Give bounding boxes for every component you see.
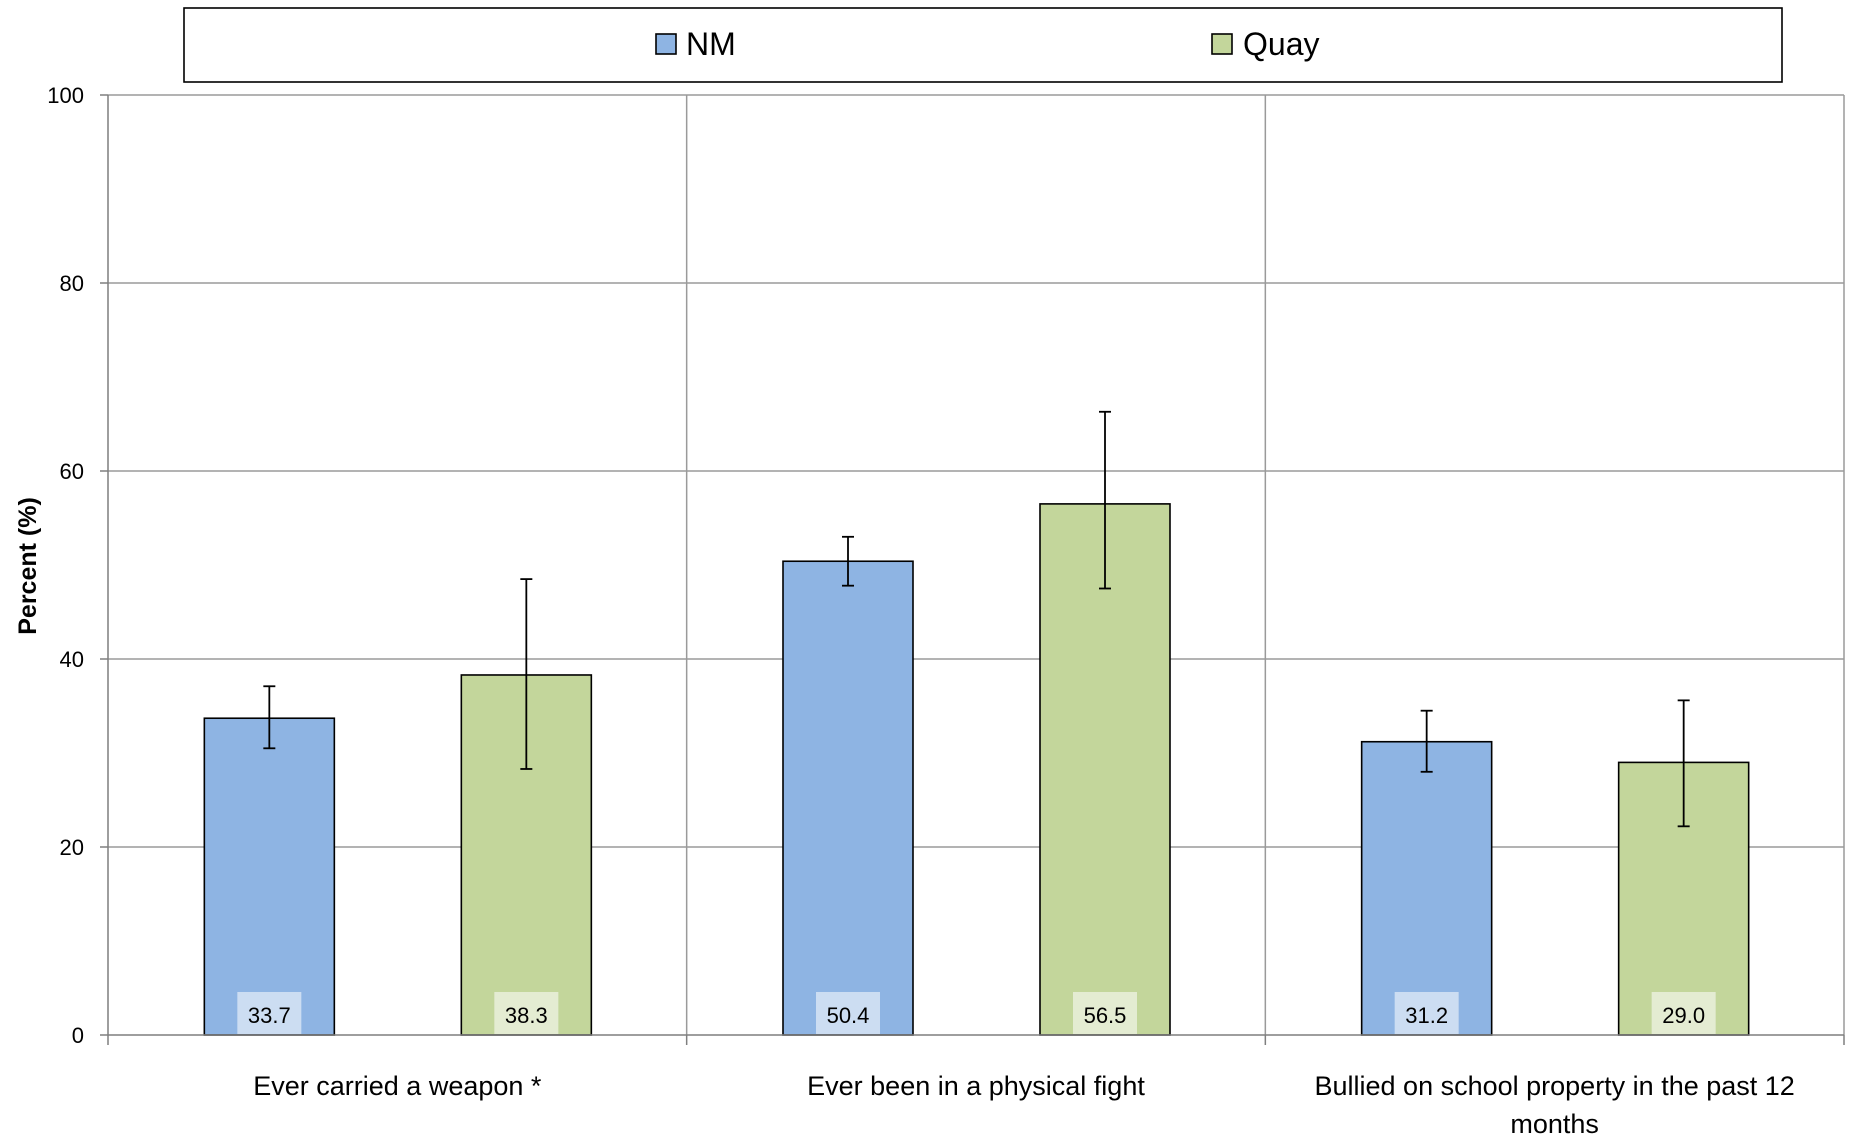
y-tick-label: 40 <box>60 647 84 672</box>
data-label: 29.0 <box>1662 1003 1705 1028</box>
y-tick-label: 60 <box>60 459 84 484</box>
y-tick-label: 80 <box>60 271 84 296</box>
data-label-bg <box>237 992 302 1034</box>
legend-label-quay: Quay <box>1243 26 1319 62</box>
legend: NM Quay <box>183 7 1783 83</box>
bar-nm <box>782 560 914 1036</box>
data-label: 31.2 <box>1405 1003 1448 1028</box>
legend-swatch-quay <box>1211 33 1233 55</box>
data-label: 33.7 <box>248 1003 291 1028</box>
y-tick-label: 100 <box>47 83 84 108</box>
gridlines <box>108 94 1845 1035</box>
data-label-bg <box>1073 992 1137 1034</box>
bar-quay <box>1039 503 1171 1036</box>
x-category-label: months <box>1510 1109 1599 1139</box>
data-label-bg <box>1651 992 1716 1034</box>
data-label-bg <box>1394 992 1459 1034</box>
x-category-label: Bullied on school property in the past 1… <box>1315 1071 1795 1101</box>
y-axis-title: Percent (%) <box>14 497 42 635</box>
data-label: 56.5 <box>1084 1003 1127 1028</box>
x-category-label: Ever been in a physical fight <box>807 1071 1145 1101</box>
bar-nm <box>1360 740 1493 1036</box>
bars <box>203 503 1750 1036</box>
data-label-bg <box>816 992 880 1034</box>
data-label: 50.4 <box>827 1003 870 1028</box>
legend-frame <box>183 7 1783 83</box>
bar-nm <box>203 717 336 1036</box>
y-tick-label: 20 <box>60 835 84 860</box>
data-label-bg <box>494 992 559 1034</box>
data-label: 38.3 <box>505 1003 548 1028</box>
error-bars <box>263 410 1690 828</box>
data-labels: 33.7 50.4 31.2 38.3 56.5 29.0 <box>237 992 1716 1034</box>
axes: 0 20 40 60 80 100 Ever carried a weapon * Ever … <box>47 83 1845 1139</box>
legend-label-nm: NM <box>686 26 736 62</box>
y-tick-label: 0 <box>72 1023 84 1048</box>
x-category-label: Ever carried a weapon * <box>253 1071 542 1101</box>
legend-swatch-nm <box>655 33 677 55</box>
